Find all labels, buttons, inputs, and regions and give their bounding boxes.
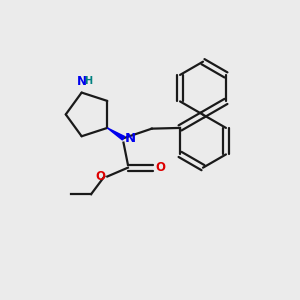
Text: N: N (76, 75, 87, 88)
Text: O: O (95, 170, 105, 183)
Text: O: O (155, 161, 165, 174)
Text: H: H (84, 76, 92, 86)
Polygon shape (107, 128, 124, 140)
Text: N: N (125, 132, 136, 145)
